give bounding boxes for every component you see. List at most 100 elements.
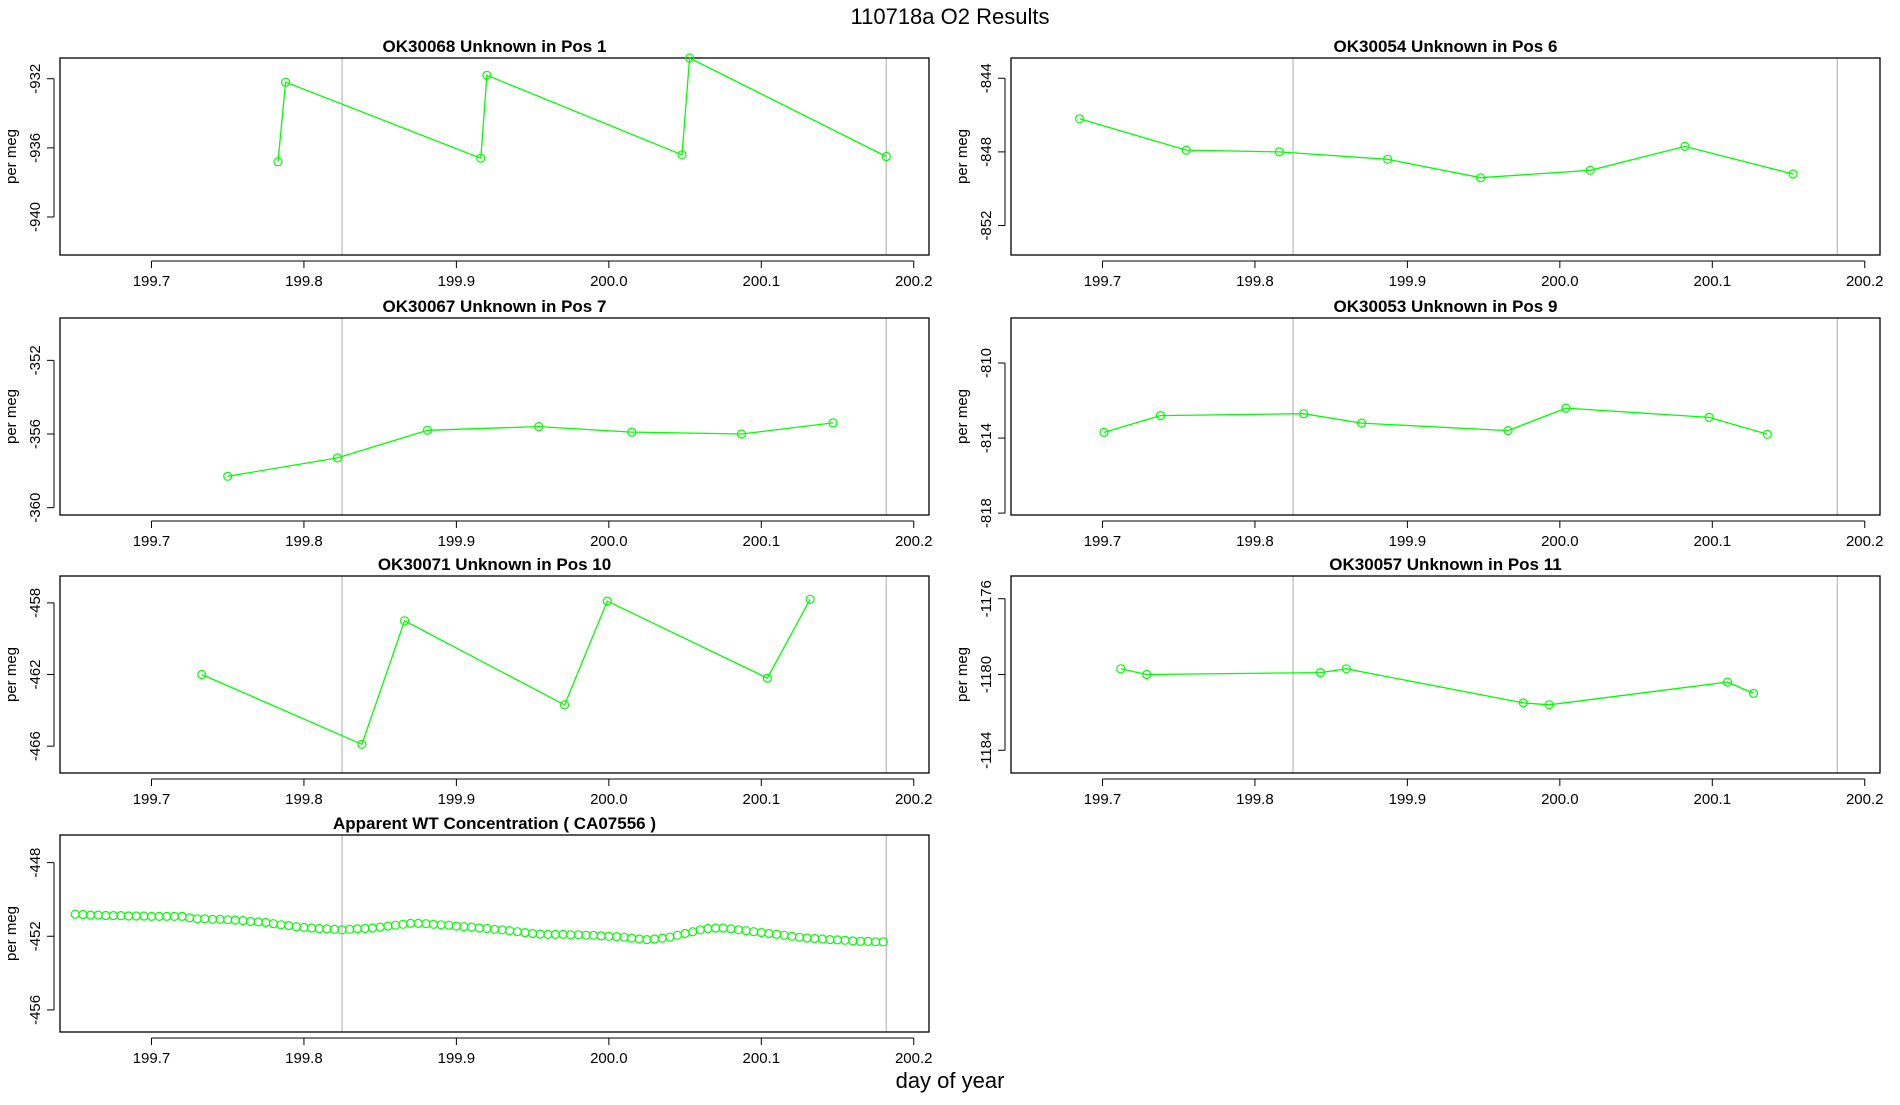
- data-point: [512, 927, 523, 937]
- data-point: [677, 150, 687, 160]
- data-point: [848, 936, 858, 946]
- data-point: [108, 910, 119, 921]
- panel-4: OK30053 Unknown in Pos 9 199.7 199.8 199.9 2…: [954, 297, 1884, 550]
- data-point: [124, 911, 134, 921]
- panel-title: Apparent WT Concentration ( CA07556 ): [333, 814, 656, 833]
- data-point: [627, 427, 637, 437]
- data-point: [543, 929, 553, 940]
- data-point: [649, 934, 660, 944]
- data-point: [215, 914, 225, 924]
- data-point: [534, 422, 544, 432]
- x-tick-label: 200.0: [590, 1050, 628, 1067]
- data-point: [1748, 688, 1759, 699]
- data-point: [802, 933, 812, 943]
- data-point: [489, 924, 500, 934]
- data-point: [527, 928, 538, 939]
- y-tick-label: -462: [27, 659, 44, 689]
- figure-title: 110718a O2 Results: [851, 4, 1050, 29]
- data-point: [535, 929, 545, 939]
- data-point: [779, 930, 789, 940]
- data-point: [611, 931, 622, 942]
- data-point: [1181, 145, 1191, 155]
- panel-5: OK30071 Unknown in Pos 10 199.7 199.8 199.9…: [3, 555, 933, 808]
- data-point: [207, 914, 218, 924]
- x-tick-label: 200.2: [1846, 273, 1884, 290]
- data-point: [726, 924, 736, 934]
- data-point: [299, 922, 309, 933]
- panel-1: OK30068 Unknown in Pos 1 199.7 199.8 199.9 2…: [3, 37, 933, 290]
- data-point: [322, 924, 332, 934]
- data-point: [840, 935, 850, 945]
- plot-frame: [59, 834, 930, 1033]
- x-tick-label: 200.0: [1541, 791, 1579, 808]
- x-tick-label: 200.1: [743, 533, 781, 550]
- data-point: [261, 917, 271, 928]
- data-point: [197, 669, 207, 680]
- y-tick-label: -458: [27, 588, 44, 618]
- data-point: [881, 151, 891, 162]
- data-point: [771, 929, 782, 940]
- data-point: [352, 924, 362, 934]
- data-point: [1356, 418, 1367, 428]
- data-point: [428, 919, 439, 929]
- y-tick-label: -452: [27, 921, 44, 951]
- plot-frame: [1010, 57, 1881, 256]
- x-tick-label: 199.9: [1389, 273, 1427, 290]
- data-point: [482, 923, 492, 934]
- data-point: [78, 909, 88, 920]
- data-point: [307, 923, 317, 933]
- series-line: [1079, 118, 1794, 179]
- data-point: [695, 925, 705, 935]
- data-point: [817, 934, 827, 944]
- data-point: [276, 920, 286, 930]
- data-point: [246, 916, 256, 927]
- data-point: [604, 931, 614, 941]
- x-tick-label: 199.8: [1236, 273, 1274, 290]
- y-tick-label: -356: [27, 419, 44, 449]
- data-point: [467, 922, 477, 932]
- y-tick-label: -936: [27, 133, 44, 163]
- x-tick-label: 199.8: [1236, 791, 1274, 808]
- data-point: [169, 911, 179, 922]
- data-point: [422, 425, 432, 435]
- data-point: [619, 932, 629, 942]
- x-tick-label: 199.7: [1084, 533, 1122, 550]
- y-tick-label: -932: [27, 64, 44, 94]
- data-point: [627, 933, 637, 943]
- data-point: [805, 594, 815, 604]
- panel-title: OK30068 Unknown in Pos 1: [383, 37, 607, 56]
- x-tick-label: 200.2: [1846, 791, 1884, 808]
- data-point: [684, 53, 695, 63]
- x-tick-label: 199.8: [285, 533, 323, 550]
- data-point: [764, 928, 774, 939]
- series-line: [201, 598, 811, 746]
- data-point: [787, 931, 797, 941]
- data-point: [1142, 669, 1152, 680]
- data-point: [390, 920, 400, 930]
- panel-3: OK30067 Unknown in Pos 7 199.7 199.8 199.9 2…: [3, 297, 933, 550]
- data-point: [688, 927, 698, 937]
- x-tick-label: 199.9: [438, 1050, 476, 1067]
- x-tick-label: 200.0: [590, 791, 628, 808]
- panel-title: OK30067 Unknown in Pos 7: [383, 297, 607, 316]
- data-point: [870, 937, 881, 947]
- data-point: [550, 929, 561, 940]
- data-point: [281, 77, 291, 87]
- data-point: [345, 924, 355, 934]
- data-point: [177, 911, 187, 922]
- data-point: [588, 930, 599, 940]
- panel-2: OK30054 Unknown in Pos 6 199.7 199.8 199.9 2…: [954, 37, 1884, 290]
- data-point: [1274, 147, 1284, 157]
- data-point: [602, 596, 612, 606]
- y-tick-label: -844: [978, 63, 995, 93]
- x-tick-label: 199.8: [285, 791, 323, 808]
- y-axis-label: per meg: [954, 129, 971, 184]
- y-tick-label: -810: [978, 348, 995, 378]
- data-point: [1155, 411, 1166, 421]
- data-point: [329, 924, 339, 934]
- y-tick-label: -1180: [978, 656, 995, 693]
- data-point: [474, 923, 484, 933]
- data-point: [360, 923, 370, 934]
- data-point: [1518, 698, 1528, 708]
- x-tick-label: 199.7: [133, 1050, 171, 1067]
